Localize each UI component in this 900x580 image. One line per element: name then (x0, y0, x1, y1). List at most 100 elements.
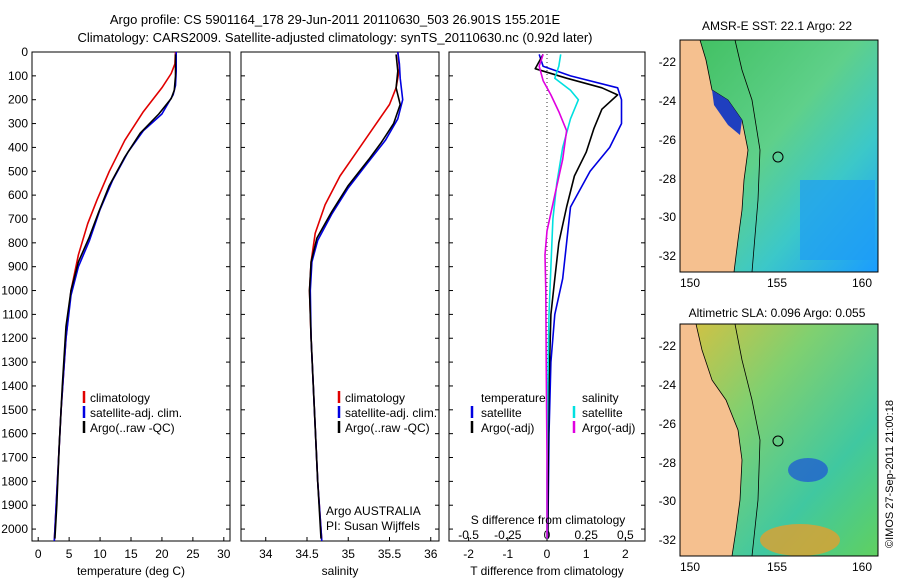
x-tick-label: 10 (93, 547, 107, 561)
sla-xtick-160: 160 (852, 560, 872, 574)
sla-map-title: Altimetric SLA: 0.096 Argo: 0.055 (689, 306, 866, 320)
argo-annotation-line1: Argo AUSTRALIA (326, 504, 421, 518)
temperature-plot-frame (31, 51, 231, 542)
x-tick-label: 34 (259, 547, 273, 561)
argo-float-marker (772, 151, 784, 163)
x-tick-label: -1 (502, 547, 513, 561)
sst-ytick: -28 (659, 172, 677, 186)
legend-label-argo: Argo(..raw -QC) (345, 421, 430, 435)
sst-cool-patch (800, 180, 875, 260)
sla-high-patch (760, 524, 840, 556)
y-tick-label: 600 (8, 188, 28, 202)
y-tick-label: 700 (8, 212, 28, 226)
y-tick-label: 1000 (1, 284, 28, 298)
series-line (538, 54, 623, 539)
x-tick-label: 25 (186, 547, 200, 561)
legend-label-s-argo: Argo(-adj) (582, 421, 635, 435)
sla-ytick: -24 (659, 378, 677, 392)
x-tick-label: 2 (622, 547, 629, 561)
y-tick-label: 1300 (1, 355, 28, 369)
difference-xlabel: T difference from climatology (470, 564, 624, 578)
x-tick-label: 1 (583, 547, 590, 561)
y-tick-label: 2000 (1, 522, 28, 536)
temperature-legend: climatology satellite-adj. clim. Argo(..… (82, 391, 182, 435)
y-tick-label: 300 (8, 117, 28, 131)
legend-label-s-satellite: satellite (582, 406, 623, 420)
series-line (309, 51, 404, 542)
y-tick-label: 1500 (1, 403, 28, 417)
x-tick-label: -2 (463, 547, 474, 561)
legend-label-argo: Argo(..raw -QC) (90, 421, 175, 435)
x-tick-label: 35 (342, 547, 356, 561)
series-line (53, 52, 177, 542)
sst-ytick: -30 (659, 210, 677, 224)
sst-map-frame (679, 39, 879, 273)
sla-ytick: -22 (659, 339, 677, 353)
series-line (54, 54, 177, 539)
series-line (308, 54, 402, 539)
difference-legend: temperature satellite Argo(-adj) salinit… (470, 391, 635, 435)
x-tick-label: 36 (424, 547, 438, 561)
sla-ytick: -26 (659, 417, 677, 431)
legend-label-t-satellite: satellite (481, 406, 522, 420)
salinity-legend: climatology satellite-adj. clim. Argo(..… (337, 391, 437, 435)
y-tick-label: 100 (8, 69, 28, 83)
sst-map: 150 155 160 -22 -24 -26 -28 -30 -32 (659, 39, 879, 290)
coastal-current (712, 90, 742, 135)
x-tick-label: 35.5 (378, 547, 402, 561)
legend-title-salinity: salinity (582, 391, 619, 405)
x-tick-label: 34.5 (295, 547, 319, 561)
sst-xtick-155: 155 (767, 276, 787, 290)
legend-label-satellite: satellite-adj. clim. (90, 406, 182, 420)
series-line (308, 51, 401, 542)
s-tick-label: -0.5 (458, 528, 479, 542)
legend-label-t-argo: Argo(-adj) (481, 421, 534, 435)
sla-ytick: -30 (659, 494, 677, 508)
y-tick-label: 1200 (1, 331, 28, 345)
sla-low-patch (788, 458, 828, 482)
y-tick-label: 1800 (1, 474, 28, 488)
y-tick-label: 1700 (1, 451, 28, 465)
y-tick-label: 1600 (1, 427, 28, 441)
legend-label-climatology: climatology (90, 391, 150, 405)
y-tick-label: 900 (8, 260, 28, 274)
sst-ytick: -26 (659, 133, 677, 147)
sla-ytick: -32 (659, 533, 677, 547)
y-tick-label: 200 (8, 93, 28, 107)
x-tick-label: 0 (35, 547, 42, 561)
salinity-axis: 34 34.5 35 35.5 36 (241, 51, 439, 561)
sst-map-title: AMSR-E SST: 22.1 Argo: 22 (702, 19, 852, 33)
sla-map-frame (679, 323, 879, 557)
y-tick-label: 1100 (2, 307, 28, 321)
series-line (534, 54, 619, 539)
legend-label-satellite: satellite-adj. clim. (345, 406, 437, 420)
y-tick-label: 400 (8, 140, 28, 154)
salinity-plot-frame (240, 51, 440, 542)
sla-xtick-150: 150 (680, 560, 700, 574)
y-tick-label: 500 (8, 164, 28, 178)
sst-ytick: -22 (659, 55, 677, 69)
x-tick-label: 0 (544, 547, 551, 561)
series-line (546, 54, 580, 539)
sla-map: 150 155 160 -22 -24 -26 -28 -30 -32 (659, 323, 879, 574)
temperature-axis: 0 5 10 15 20 25 300100200300400500600700800900… (1, 45, 231, 561)
sst-ytick: -32 (659, 249, 677, 263)
difference-xlabel-top: S difference from climatology (471, 513, 626, 527)
legend-label-climatology: climatology (345, 391, 405, 405)
sst-xtick-150: 150 (680, 276, 700, 290)
x-tick-label: 30 (217, 547, 231, 561)
x-tick-label: 20 (155, 547, 169, 561)
depth-contour (734, 39, 761, 273)
argo-annotation-line2: PI: Susan Wijffels (326, 519, 420, 533)
difference-axis: -2 -1 0 1 2-0.5 -0.25 0 0.25 0.5 (449, 51, 645, 561)
legend-title-temperature: temperature (481, 391, 546, 405)
imos-credit: ©IMOS 27-Sep-2011 21:00:18 (884, 400, 896, 548)
argo-float-marker (772, 435, 784, 447)
salinity-xlabel: salinity (322, 564, 359, 578)
sst-xtick-160: 160 (852, 276, 872, 290)
temperature-xlabel: temperature (deg C) (77, 564, 185, 578)
y-tick-label: 1400 (1, 379, 28, 393)
sla-xtick-155: 155 (767, 560, 787, 574)
depth-contour (734, 323, 761, 557)
